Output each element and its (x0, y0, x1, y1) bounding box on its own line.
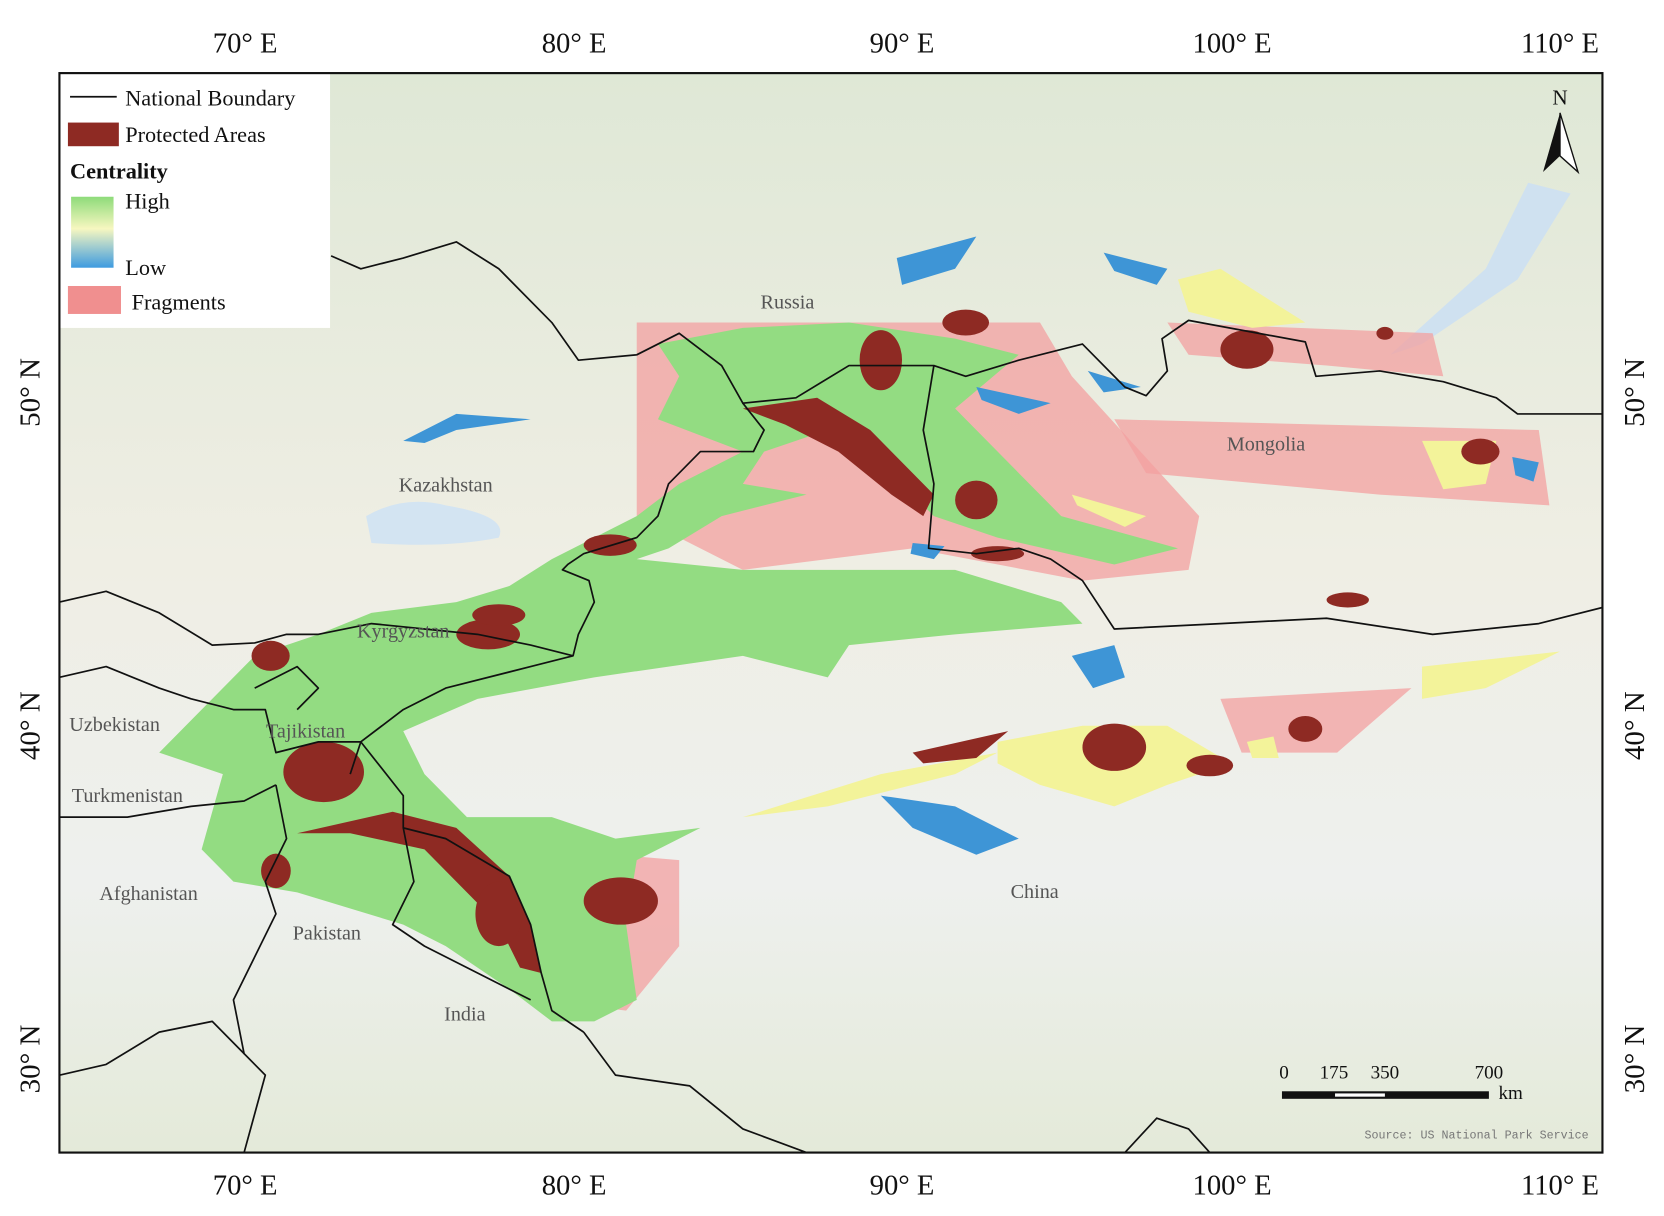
map-frame (58, 72, 1604, 1154)
lon-label: 110° E (1521, 1169, 1599, 1201)
lon-label: 100° E (1193, 1169, 1272, 1201)
scale-unit: km (1498, 1083, 1522, 1104)
scale-label: 350 (1371, 1062, 1400, 1083)
lon-label: 110° E (1521, 28, 1599, 60)
country-label: Mongolia (1227, 433, 1305, 455)
lat-label: 30° N (1619, 1024, 1651, 1093)
lat-label: 50° N (1619, 358, 1651, 427)
legend-centrality-ramp (71, 196, 114, 268)
latitude-labels: 50° N 40° N 30° N 50° N 40° N 30° N (14, 358, 1650, 1094)
lat-label: 30° N (14, 1024, 46, 1093)
lon-label: 80° E (542, 28, 607, 60)
lake-baikal (1390, 182, 1571, 355)
lake (366, 501, 501, 545)
country-labels: Russia Kazakhstan Mongolia Kyrgyzstan Uz… (69, 291, 1305, 1025)
country-label: Uzbekistan (69, 714, 160, 736)
map-body: Russia Kazakhstan Mongolia Kyrgyzstan Uz… (59, 73, 1603, 1153)
lat-label: 40° N (1619, 691, 1651, 760)
scale-bar: 0 175 350 700 km (1279, 1062, 1523, 1104)
country-label: Tajikistan (266, 720, 345, 742)
legend-label: High (125, 188, 170, 213)
source: Source: US National Park Service (1364, 1129, 1588, 1143)
lon-label: 90° E (870, 28, 935, 60)
legend: National Boundary Protected Areas Centra… (59, 73, 331, 328)
lon-label: 90° E (870, 1169, 935, 1201)
scale-label: 175 (1320, 1062, 1349, 1083)
legend-title: Centrality (70, 158, 168, 183)
scale-label: 700 (1475, 1062, 1504, 1083)
legend-label: Protected Areas (125, 122, 265, 147)
scale-label: 0 (1279, 1062, 1289, 1083)
low-centrality-areas (403, 236, 1539, 855)
longitude-labels: 70° E 80° E 90° E 100° E 110° E 70° E 80… (213, 28, 1599, 1202)
country-label: China (1011, 881, 1059, 903)
legend-label: Low (125, 255, 167, 280)
country-label: Pakistan (293, 923, 361, 945)
north-label: N (1552, 85, 1567, 109)
legend-label: Fragments (132, 290, 226, 315)
legend-protected-swatch (67, 122, 119, 147)
lat-label: 50° N (14, 358, 46, 427)
country-label: Turkmenistan (72, 785, 183, 807)
national-boundaries (59, 241, 1603, 1153)
lat-label: 40° N (14, 691, 46, 760)
lon-label: 70° E (213, 28, 278, 60)
legend-fragments-swatch (67, 285, 121, 314)
lon-label: 100° E (1193, 28, 1272, 60)
country-label: Kazakhstan (399, 474, 493, 496)
legend-label: National Boundary (125, 85, 296, 110)
country-label: India (444, 1003, 485, 1025)
lon-label: 70° E (213, 1169, 278, 1201)
country-label: Kyrgyzstan (357, 620, 450, 642)
country-label: Russia (761, 291, 815, 313)
country-label: Afghanistan (99, 883, 197, 905)
lon-label: 80° E (542, 1169, 607, 1201)
